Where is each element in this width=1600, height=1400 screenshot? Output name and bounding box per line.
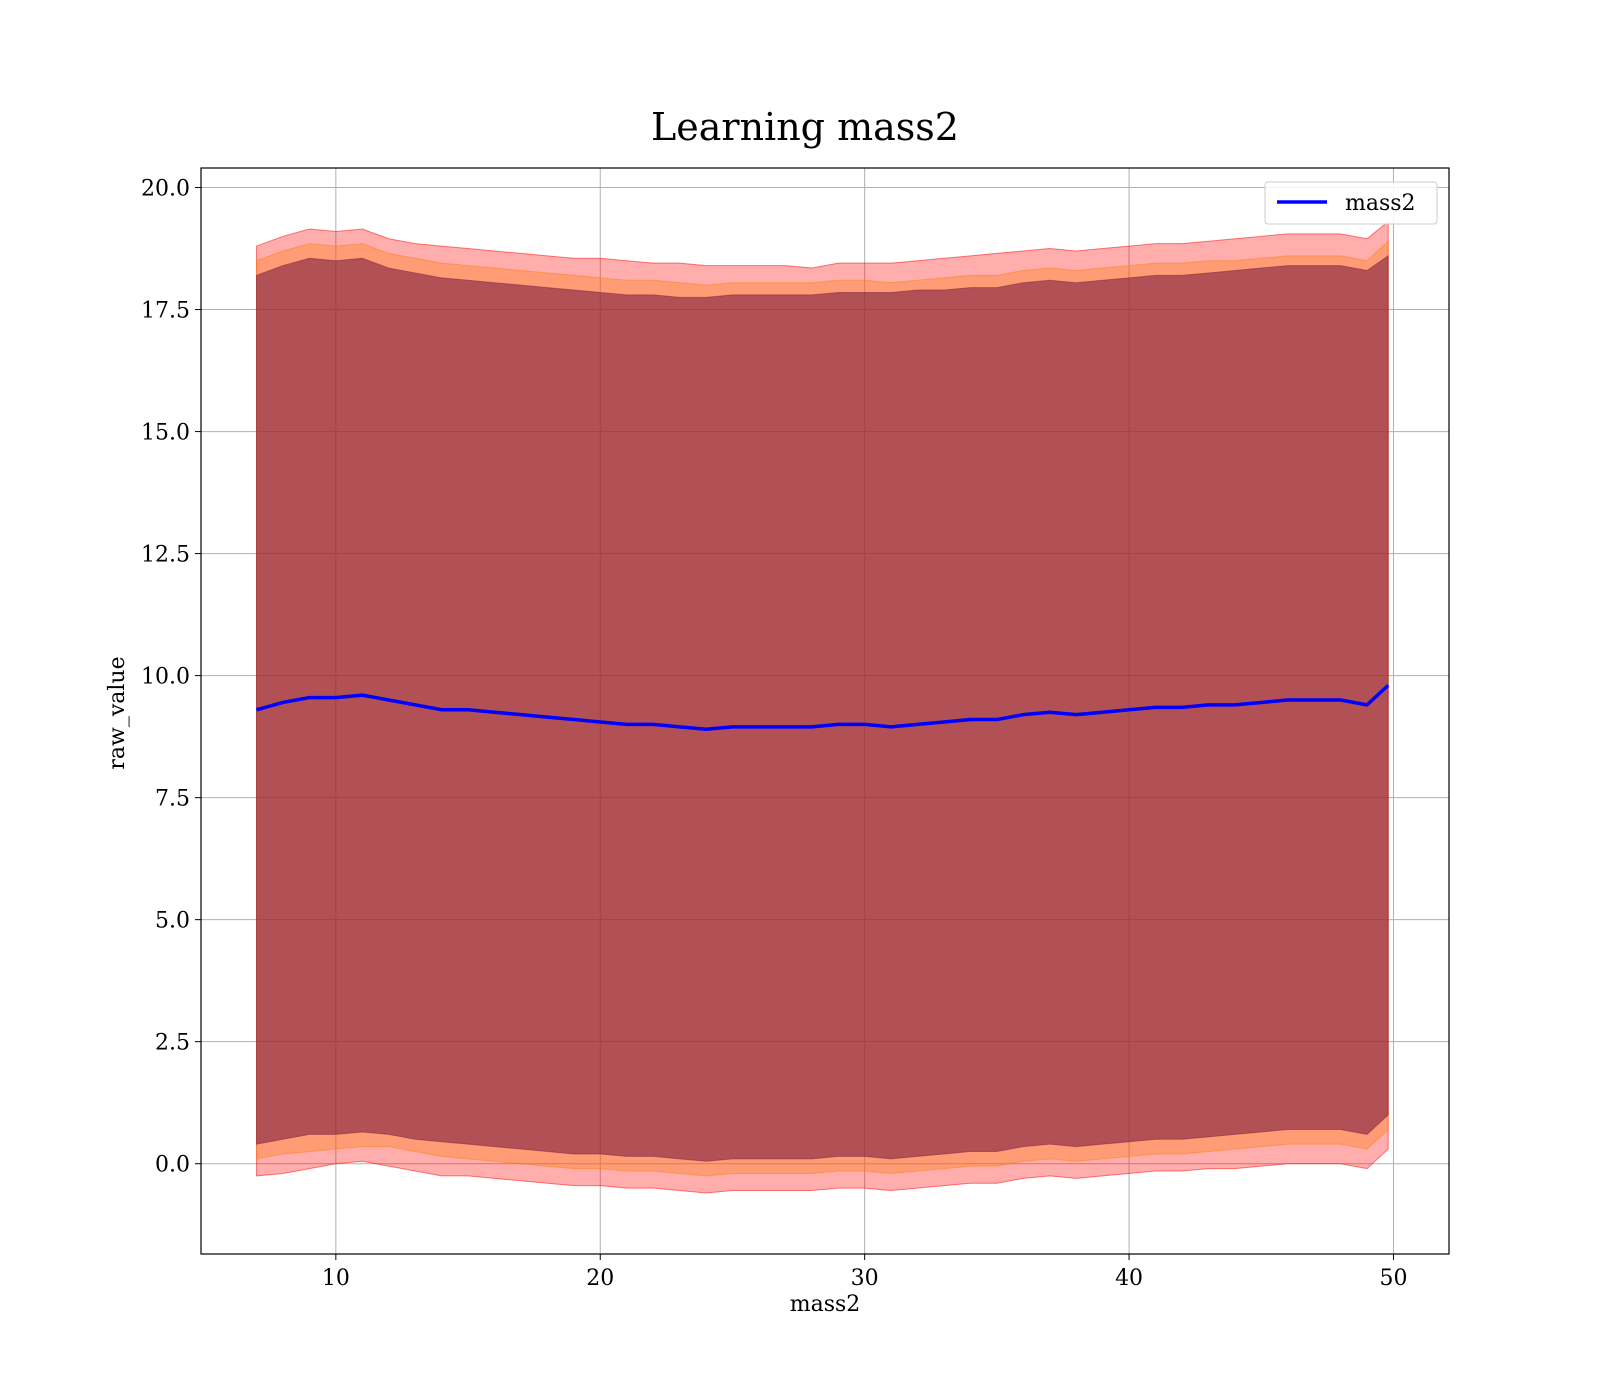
y-tick-label: 10.0 bbox=[141, 665, 190, 690]
x-tick-label: 50 bbox=[1379, 1266, 1407, 1291]
x-axis-ticks: 10 20 30 40 50 bbox=[322, 1254, 1407, 1291]
y-axis-ticks: 0.0 2.5 5.0 7.5 10.0 12.5 15.0 17.5 20.0 bbox=[141, 177, 201, 1178]
y-tick-label: 5.0 bbox=[155, 909, 190, 934]
chart-title: Learning mass2 bbox=[651, 105, 959, 149]
y-tick-label: 15.0 bbox=[141, 421, 190, 446]
x-tick-label: 30 bbox=[851, 1266, 879, 1291]
y-tick-label: 2.5 bbox=[155, 1031, 190, 1056]
band-inner bbox=[256, 254, 1389, 1162]
y-tick-label: 12.5 bbox=[141, 543, 190, 568]
legend-box bbox=[1264, 181, 1438, 225]
plot-frame bbox=[200, 167, 1450, 1255]
y-axis-label: raw_value bbox=[105, 656, 130, 769]
y-tick-label: 0.0 bbox=[155, 1153, 190, 1178]
series-line-mass2 bbox=[256, 684, 1390, 732]
y-tick-label: 20.0 bbox=[141, 177, 190, 202]
x-axis-label: mass2 bbox=[790, 1292, 861, 1317]
x-tick-label: 40 bbox=[1115, 1266, 1143, 1291]
y-tick-label: 17.5 bbox=[141, 299, 190, 324]
confidence-bands bbox=[256, 220, 1389, 1194]
y-tick-label: 7.5 bbox=[155, 787, 190, 812]
x-tick-label: 10 bbox=[322, 1266, 350, 1291]
legend: mass2 bbox=[1264, 181, 1438, 225]
legend-label-mass2: mass2 bbox=[1345, 191, 1416, 216]
x-tick-label: 20 bbox=[586, 1266, 614, 1291]
series-lines bbox=[256, 684, 1390, 732]
